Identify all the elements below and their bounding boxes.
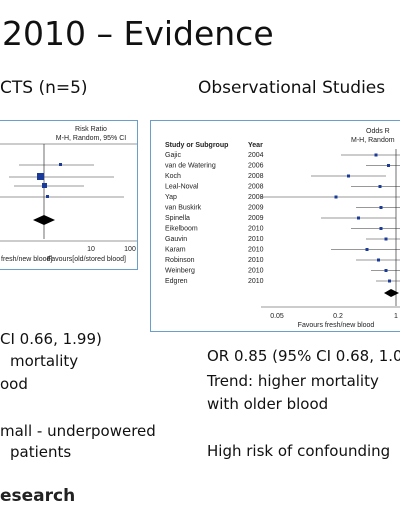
study-name: Gajic: [165, 152, 181, 159]
plot-header: M-H, Random: [351, 137, 395, 144]
plot-header: Risk Ratio: [75, 126, 107, 133]
study-name: van de Watering: [165, 163, 216, 170]
logo: esearch: [0, 486, 76, 506]
bullet: OR 0.85 (95% CI 0.68, 1.0: [207, 347, 400, 365]
right-forest-plot: Odds R M-H, Random Study or Subgroup Yea…: [150, 120, 400, 332]
axis-tick: 10: [87, 246, 95, 253]
study-name: Eikelboom: [165, 226, 198, 233]
point-estimate: [357, 216, 360, 220]
bullet: Trend: higher mortality: [207, 372, 379, 390]
point-estimate: [384, 237, 388, 241]
point-estimate: [374, 153, 378, 157]
bullet: patients: [10, 443, 72, 461]
left-plot-svg: Risk Ratio M-H, Random, 95% CI 10 100 fr…: [0, 126, 137, 263]
bullet: mall - underpowered: [0, 422, 156, 440]
study-year: 2008: [248, 194, 264, 201]
left-forest-plot: Risk Ratio M-H, Random, 95% CI 10 100 fr…: [0, 120, 138, 270]
point-estimate: [387, 164, 390, 167]
point-estimate: [347, 174, 350, 178]
bullet: CI 0.66, 1.99): [0, 330, 102, 348]
study-name: Karam: [165, 247, 186, 254]
axis-tick: 100: [124, 246, 136, 253]
bullet: High risk of confounding: [207, 442, 391, 460]
study-year: 2010: [248, 247, 264, 254]
favours-label: Favours[old/stored blood]: [47, 256, 126, 263]
point-estimate: [378, 185, 382, 188]
study-year: 2009: [248, 205, 264, 212]
right-plot-svg: Odds R M-H, Random Study or Subgroup Yea…: [165, 128, 400, 329]
bullet: ood: [0, 375, 28, 393]
study-year: 2009: [248, 215, 264, 222]
bullet: mortality: [10, 352, 79, 370]
study-year: 2006: [248, 163, 264, 170]
favours-label: fresh/new blood]: [1, 256, 52, 263]
study-year: 2010: [248, 278, 264, 285]
study-year: 2010: [248, 268, 264, 275]
favours-label: Favours fresh/new blood: [298, 322, 375, 329]
study-name: Robinson: [165, 257, 195, 264]
title: 2010 – Evidence: [2, 14, 274, 53]
axis-tick: 0.05: [270, 313, 284, 320]
study-year: 2010: [248, 226, 264, 233]
left-heading: CTS (n=5): [0, 78, 88, 98]
plot-header: Odds R: [366, 128, 390, 135]
study-year: 2010: [248, 257, 264, 264]
study-name: Leal-Noval: [165, 184, 199, 191]
study-name: Koch: [165, 173, 181, 180]
study-year: 2004: [248, 152, 264, 159]
point-estimate: [379, 227, 383, 230]
study-name: Edgren: [165, 278, 188, 285]
right-heading: Observational Studies: [198, 78, 386, 98]
study-year: 2008: [248, 173, 264, 180]
point-estimate: [388, 279, 391, 283]
axis-tick: 0.2: [333, 313, 343, 320]
axis-tick: 1: [394, 313, 398, 320]
col-header: Study or Subgroup: [165, 142, 228, 149]
study-name: Spinella: [165, 215, 190, 222]
study-name: van Buskirk: [165, 205, 202, 212]
point-estimate: [365, 248, 369, 251]
point-estimate: [334, 195, 338, 199]
study-name: Weinberg: [165, 268, 195, 275]
study-name: Gauvin: [165, 236, 187, 243]
point-estimate: [377, 258, 380, 262]
point-estimate: [379, 206, 383, 209]
point-estimate: [384, 269, 388, 272]
plot-header: M-H, Random, 95% CI: [56, 135, 126, 142]
col-header: Year: [248, 142, 263, 149]
study-year: 2008: [248, 184, 264, 191]
study-name: Yap: [165, 194, 177, 201]
study-year: 2010: [248, 236, 264, 243]
bullet: with older blood: [207, 395, 329, 413]
